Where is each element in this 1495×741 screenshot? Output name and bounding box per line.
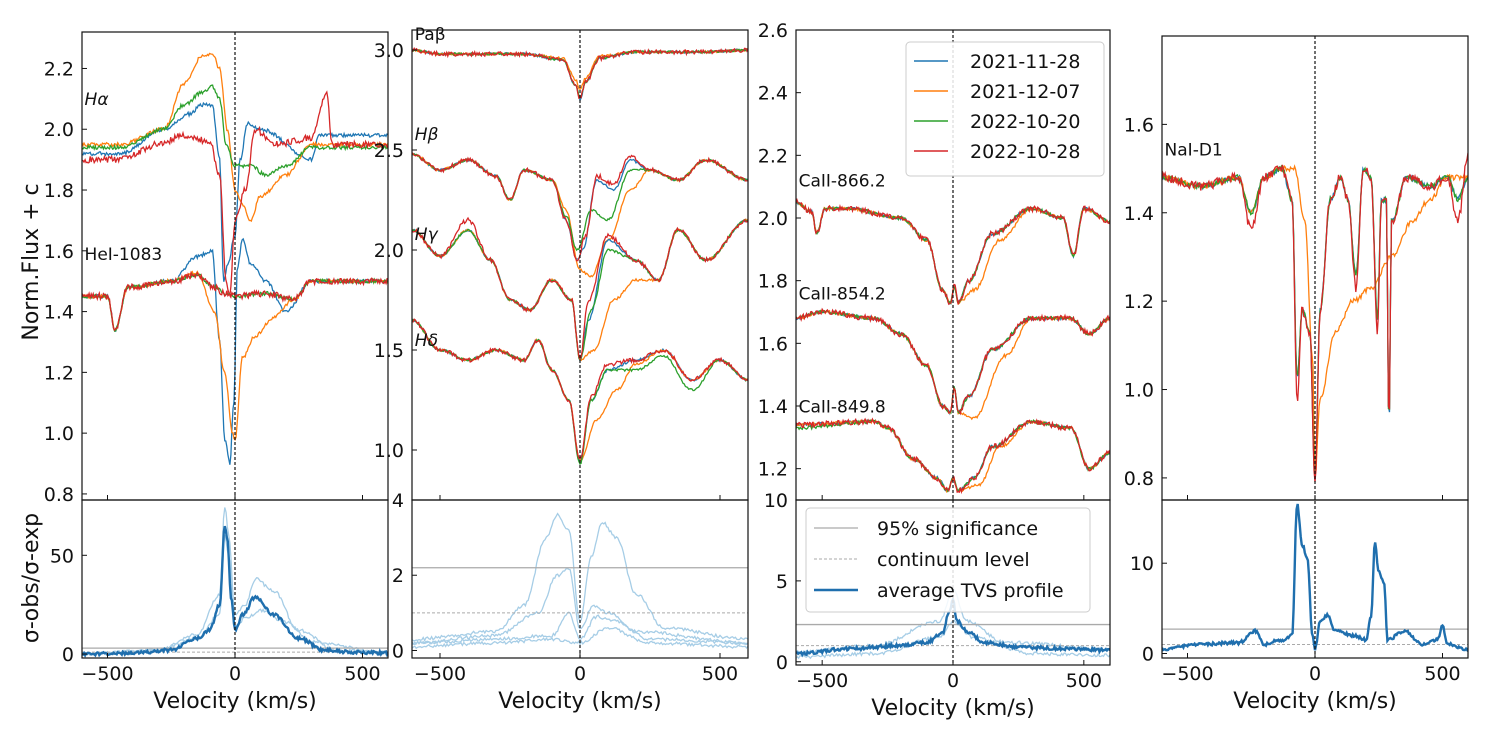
y-tick-label: 2.6 (758, 20, 788, 42)
x-tick-label: 500 (1066, 670, 1102, 692)
line-label: HeI-1083 (85, 245, 163, 265)
y-tick-label: 1.0 (44, 423, 74, 445)
legend-tvs (805, 507, 1091, 613)
x-tick-label: −500 (81, 663, 133, 685)
y-tick-label: 1.6 (758, 333, 788, 355)
x-axis-label: Velocity (km/s) (153, 689, 317, 714)
y-tick-label: 10 (1130, 553, 1154, 575)
legend-entry-label: 2022-10-20 (970, 111, 1080, 133)
x-tick-label: 0 (1309, 663, 1321, 685)
legend-entry-label: 2022-10-28 (970, 141, 1080, 163)
tvs-individual-curve (412, 567, 748, 646)
y-tick-label: 2.2 (44, 58, 74, 80)
spectrum-line-h-epoch-2 (82, 52, 388, 223)
x-tick-label: 500 (702, 663, 738, 685)
panel-3-spectra (796, 197, 1110, 495)
y-tick-label: 2.0 (374, 240, 404, 262)
y-tick-label: 2.4 (758, 83, 788, 105)
y-tick-label: 1.2 (758, 459, 788, 481)
y-tick-label: 2 (392, 565, 404, 587)
legend-epochs (905, 41, 1105, 177)
x-tick-label: −500 (796, 670, 848, 692)
y-tick-label: 1.4 (758, 396, 788, 418)
legend-entry-label: continuum level (877, 549, 1030, 571)
y-tick-label: 3.0 (374, 40, 404, 62)
y-tick-label: 1.2 (44, 362, 74, 384)
tvs-average-curve (1162, 503, 1468, 653)
line-label: Hγ (415, 225, 439, 245)
y-tick-label: 1.0 (1124, 380, 1154, 402)
legend-box (905, 41, 1105, 177)
y-tick-label: 0.8 (44, 484, 74, 506)
tvs-individual-curve (412, 626, 748, 650)
x-tick-label: 500 (1424, 663, 1460, 685)
x-tick-label: −500 (414, 663, 466, 685)
x-axis-label: Velocity (km/s) (1233, 689, 1397, 714)
line-label: Hδ (415, 331, 438, 351)
y-tick-label: 0.8 (1124, 468, 1154, 490)
x-axis-label: Velocity (km/s) (498, 689, 662, 714)
legend-box (805, 507, 1091, 613)
tvs-average-curve (82, 525, 388, 658)
labels-layer: HαHeI-10830.81.01.21.41.61.82.02.2050−50… (19, 20, 1461, 721)
y-tick-label: 0 (392, 640, 404, 662)
spectrum-line-hei1083-epoch-4 (82, 270, 388, 332)
x-tick-label: 500 (344, 663, 380, 685)
legend-entry-label: average TVS profile (877, 580, 1064, 602)
panel-4-tvs (1162, 503, 1468, 653)
y-tick-label: 1.4 (44, 302, 74, 324)
x-tick-label: −500 (1161, 663, 1213, 685)
legend-entry-label: 2021-12-07 (970, 81, 1080, 103)
line-label: NaI-D1 (1165, 140, 1223, 160)
x-tick-label: 0 (947, 670, 959, 692)
y-tick-label: 1.0 (374, 440, 404, 462)
line-label: Hβ (415, 125, 439, 145)
y-tick-label: 1.4 (1124, 203, 1154, 225)
x-tick-label: 0 (229, 663, 241, 685)
y-tick-label: 10 (764, 490, 788, 512)
spectrum-line-h-epoch-4 (412, 318, 748, 460)
y-tick-label: 1.5 (374, 340, 404, 362)
x-axis-label: Velocity (km/s) (871, 696, 1035, 721)
spectrum-line-h-epoch-3 (412, 318, 748, 465)
y-tick-label: 2.5 (374, 140, 404, 162)
y-tick-label: 2.0 (44, 119, 74, 141)
legend-entry-label: 95% significance (877, 518, 1038, 540)
tvs-individual-curve (412, 611, 748, 646)
y-tick-label: 2.0 (758, 208, 788, 230)
y-tick-label: 0 (1142, 643, 1154, 665)
y-tick-label: 50 (50, 545, 74, 567)
axes-layer (81, 29, 1469, 666)
y-tick-label: 1.6 (1124, 114, 1154, 136)
spectrum-line-h-epoch-4 (82, 90, 388, 298)
y-tick-label: 4 (392, 490, 404, 512)
y-tick-label: 1.6 (44, 241, 74, 263)
y-axis-label-bottom: σ-obs/σ-exp (19, 513, 44, 643)
x-tick-label: 0 (574, 663, 586, 685)
spectrum-line-caii8542-epoch-4 (796, 307, 1110, 416)
y-axis-label-top: Norm.Flux + c (19, 183, 44, 340)
line-label: CaII-866.2 (799, 172, 886, 192)
line-label: Hα (85, 90, 109, 110)
y-tick-label: 2.2 (758, 145, 788, 167)
line-label: Paβ (415, 25, 446, 45)
y-tick-label: 5 (776, 571, 788, 593)
spectrum-line-h-epoch-4 (412, 216, 748, 362)
y-tick-label: 1.8 (44, 180, 74, 202)
y-tick-label: 1.2 (1124, 291, 1154, 313)
legend-entry-label: 2021-11-28 (970, 51, 1080, 73)
line-label: CaII-849.8 (799, 397, 886, 417)
line-label: CaII-854.2 (799, 284, 886, 304)
y-tick-label: 0 (62, 644, 74, 666)
y-tick-label: 1.8 (758, 271, 788, 293)
y-tick-label: 0 (776, 652, 788, 674)
